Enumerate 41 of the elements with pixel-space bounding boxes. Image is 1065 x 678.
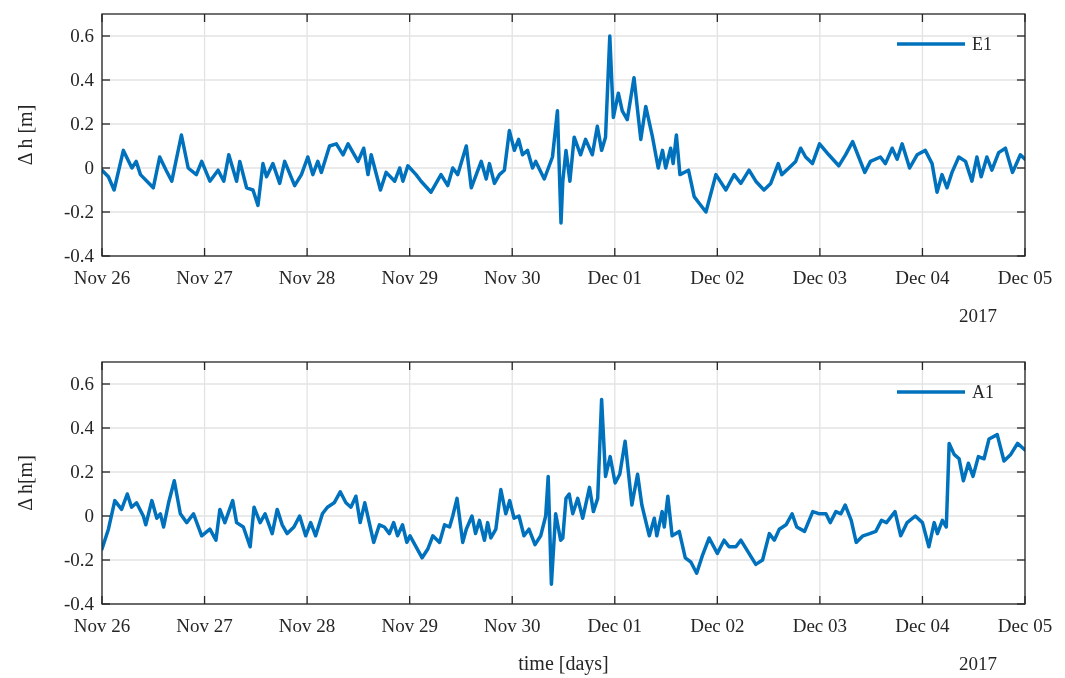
legend-label: E1 [972, 34, 992, 54]
x-tick-label: Dec 05 [997, 267, 1053, 288]
x-tick-label: Nov 28 [278, 267, 336, 288]
x-tick-label: Nov 26 [73, 615, 131, 636]
text: 2017 [959, 305, 997, 326]
x-tick-label: Nov 29 [381, 615, 438, 636]
y-tick-label: 0 [84, 505, 94, 526]
y-tick-label: 0.6 [70, 373, 94, 394]
y-tick-label: 0.2 [70, 113, 94, 134]
y-tick-label: -0.4 [63, 593, 95, 614]
y-tick-label: 0.4 [70, 69, 95, 90]
x-tick-label: Dec 01 [587, 615, 642, 636]
x-tick-label: Dec 04 [895, 267, 951, 288]
x-tick-label: Nov 27 [176, 615, 233, 636]
y-axis-title: Δ h[m] [14, 455, 36, 511]
x-tick-label: Nov 30 [483, 615, 541, 636]
y-tick-label: -0.2 [63, 201, 94, 222]
x-tick-label: Nov 26 [73, 267, 131, 288]
legend-label: A1 [972, 382, 994, 402]
x-tick-label: Dec 01 [587, 267, 642, 288]
line-series [102, 397, 1025, 586]
y-tick-label: 0.4 [70, 417, 95, 438]
x-tick-label: Dec 02 [690, 267, 745, 288]
x-tick-label: Dec 05 [997, 615, 1053, 636]
x-tick-label: Dec 03 [792, 615, 848, 636]
text: 2017 [959, 653, 997, 674]
x-tick-label: Dec 03 [792, 267, 848, 288]
x-tick-label: Nov 30 [483, 267, 541, 288]
x-tick-label: Nov 28 [278, 615, 336, 636]
x-tick-label: Dec 02 [690, 615, 745, 636]
x-axis-title: time [days] [518, 652, 609, 675]
y-axis-title: Δ h [m] [14, 104, 36, 166]
y-tick-label: -0.2 [63, 549, 94, 570]
x-tick-label: Dec 04 [895, 615, 951, 636]
y-tick-label: 0 [84, 157, 94, 178]
y-tick-label: 0.2 [70, 461, 94, 482]
line-series [102, 34, 1025, 225]
x-tick-label: Nov 27 [176, 267, 233, 288]
x-tick-label: Nov 29 [381, 267, 438, 288]
y-tick-label: 0.6 [70, 25, 94, 46]
y-tick-label: -0.4 [63, 245, 95, 266]
